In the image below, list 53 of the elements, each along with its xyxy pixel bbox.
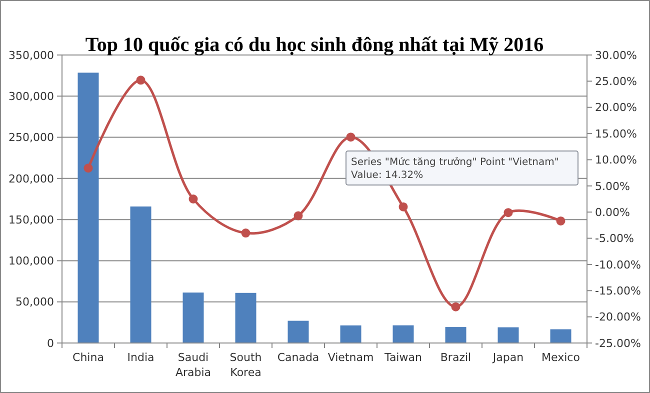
bar: [340, 325, 362, 343]
bar: [78, 72, 99, 343]
y-tick-label: 350,000: [8, 48, 54, 62]
point: [451, 302, 460, 312]
y2-tick-label: 15.00%: [595, 127, 637, 140]
y-tick-label: 100,000: [8, 254, 54, 268]
x-tick-label: China: [72, 351, 104, 364]
annotation: Series "Mức tăng trưởng" Point "Vietnam": [351, 156, 559, 168]
point: [346, 132, 356, 142]
y-tick-label: 0: [47, 336, 54, 350]
x-tick-label: South Korea: [230, 351, 262, 379]
bar: [182, 292, 204, 343]
annotation: Value: 14.32%: [351, 170, 424, 181]
bar: [392, 325, 414, 343]
y-tick-label: 300,000: [8, 90, 54, 103]
bar: [235, 292, 256, 343]
x-tick-label: Canada: [277, 351, 320, 364]
point: [504, 208, 513, 218]
y2-tick-label: -5.00%: [595, 232, 634, 246]
point: [556, 216, 566, 226]
y-tick-label: 50,000: [16, 296, 54, 309]
y2-tick-label: 30.00%: [595, 48, 637, 62]
y2-tick-label: -25.00%: [595, 336, 641, 350]
x-tick-label: India: [127, 351, 154, 364]
bar: [288, 320, 309, 343]
y2-tick-label: 20.00%: [595, 101, 637, 114]
bar: [550, 329, 572, 343]
y2-tick-label: 5.00%: [595, 180, 630, 193]
y2-tick-label: 25.00%: [595, 75, 637, 88]
x-tick-label: Brazil: [440, 351, 472, 364]
y2-tick-label: 0.00%: [595, 206, 630, 219]
y-tick-label: 200,000: [8, 172, 54, 186]
point: [136, 76, 146, 85]
bar: [130, 206, 152, 343]
y-tick-label: 150,000: [8, 213, 54, 226]
point: [84, 164, 93, 173]
y2-tick-label: -15.00%: [595, 284, 641, 298]
y2-tick-label: 10.00%: [595, 154, 637, 167]
chart-title: Top 10 quốc gia có du học sinh đông nhất tại Mỹ 2016: [85, 34, 544, 56]
bar: [445, 327, 466, 343]
x-tick-label: Saudi Arabia: [175, 351, 212, 379]
bar: [498, 327, 519, 343]
y2-tick-label: -10.00%: [595, 258, 641, 272]
point: [294, 211, 303, 220]
point: [188, 194, 198, 204]
x-tick-label: Japan: [492, 351, 524, 364]
point: [241, 228, 250, 238]
point: [398, 202, 408, 212]
x-tick-label: Taiwan: [384, 351, 422, 364]
x-tick-label: Mexico: [542, 351, 580, 364]
x-tick-label: Vietnam: [328, 351, 374, 364]
y2-tick-label: -20.00%: [595, 310, 641, 324]
y-tick-label: 250,000: [8, 131, 54, 144]
